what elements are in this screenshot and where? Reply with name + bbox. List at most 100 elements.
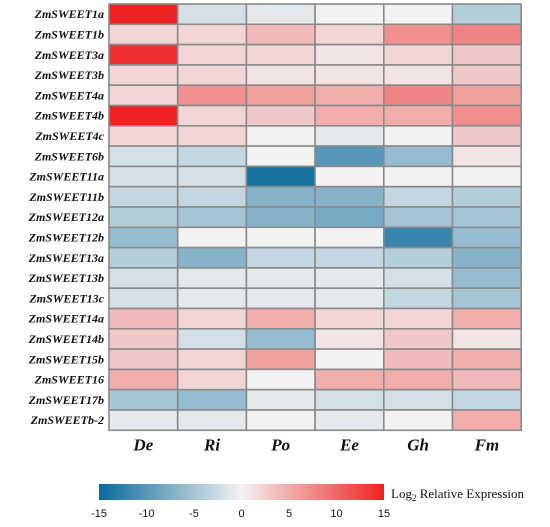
- row-label: ZmSWEET13c: [28, 291, 104, 305]
- heatmap-cell: [451, 327, 522, 350]
- heatmap-cell: [176, 267, 248, 289]
- heatmap-cell: [245, 287, 316, 310]
- heatmap-cell: [451, 165, 522, 188]
- heatmap-cell: [314, 267, 385, 289]
- row-label: ZmSWEET4c: [34, 129, 104, 143]
- heatmap-cell: [382, 64, 454, 87]
- column-label: De: [132, 435, 153, 454]
- heatmap-cell: [245, 84, 316, 107]
- heatmap-cell: [382, 409, 454, 432]
- heatmap-cell: [382, 267, 454, 289]
- heatmap-cell: [108, 145, 179, 168]
- row-label: ZmSWEET3a: [34, 48, 104, 62]
- heatmap-cell: [245, 3, 316, 26]
- column-labels: De Ri Po Ee Gh Fm: [132, 435, 499, 454]
- heatmap-cell: [382, 226, 454, 249]
- heatmap-cell: [314, 43, 385, 66]
- row-labels: ZmSWEET1a ZmSWEET1b ZmSWEET3a ZmSWEET3b ZmSW…: [28, 7, 105, 427]
- heatmap-cell: [382, 125, 454, 147]
- heatmap-cell: [108, 388, 179, 411]
- row-label: ZmSWEET3b: [34, 68, 104, 82]
- heatmap-cell: [108, 165, 179, 188]
- column-label: Ee: [339, 435, 359, 454]
- heatmap-cell: [176, 185, 248, 208]
- colorbar-tick-label: -15: [91, 508, 107, 520]
- heatmap-cell: [176, 125, 248, 147]
- heatmap-cell: [451, 287, 522, 310]
- heatmap-cell: [451, 145, 522, 168]
- colorbar-title-rest: Relative Expression: [416, 486, 524, 501]
- heatmap-cell: [382, 23, 454, 46]
- row-label: ZmSWEET14a: [28, 312, 104, 326]
- colorbar-gradient: [99, 484, 384, 500]
- heatmap-cell: [451, 84, 522, 107]
- heatmap-cell: [451, 246, 522, 269]
- heatmap-cell: [451, 3, 522, 26]
- heatmap-cell: [108, 267, 179, 289]
- column-label: Fm: [474, 435, 500, 454]
- column-label: Po: [270, 435, 290, 454]
- colorbar-legend: -15 -10 -5 0 5 10 15 Log2 Relative Expression: [91, 484, 525, 520]
- row-label: ZmSWEET13a: [28, 251, 104, 265]
- heatmap-cell: [314, 287, 385, 310]
- heatmap-cell: [108, 348, 179, 371]
- heatmap-cell: [451, 267, 522, 289]
- heatmap-cell: [314, 84, 385, 107]
- heatmap-cell: [176, 409, 248, 432]
- heatmap-cell: [245, 307, 316, 330]
- heatmap-cell: [245, 125, 316, 147]
- colorbar-tick-label: 5: [286, 508, 292, 520]
- heatmap-cell: [176, 327, 248, 350]
- row-label: ZmSWEET17b: [28, 393, 104, 407]
- heatmap-cell: [382, 3, 454, 26]
- heatmap-cell: [382, 246, 454, 269]
- heatmap-cell: [176, 84, 248, 107]
- heatmap-cell: [245, 368, 316, 391]
- row-label: ZmSWEET11b: [28, 190, 104, 204]
- heatmap-cell: [108, 307, 179, 330]
- heatmap-cell: [108, 3, 179, 26]
- heatmap-cell: [245, 246, 316, 269]
- heatmap-cell: [314, 307, 385, 330]
- heatmap-cell: [382, 145, 454, 168]
- column-label: Ri: [203, 435, 220, 454]
- row-label: ZmSWEET14b: [28, 332, 104, 346]
- heatmap-cell: [245, 165, 316, 188]
- colorbar-ticks: -15 -10 -5 0 5 10 15: [91, 508, 390, 520]
- row-label: ZmSWEET11a: [28, 170, 104, 184]
- heatmap-cell: [245, 23, 316, 46]
- heatmap-cell: [108, 125, 179, 147]
- row-label: ZmSWEET16: [34, 373, 104, 387]
- heatmap-cell: [451, 368, 522, 391]
- heatmap-cell: [451, 226, 522, 249]
- colorbar-tick-label: -10: [139, 508, 155, 520]
- heatmap-cell: [176, 104, 248, 127]
- heatmap-cell: [451, 104, 522, 127]
- heatmap-cell: [451, 307, 522, 330]
- heatmap-cell: [245, 348, 316, 371]
- heatmap-cell: [314, 226, 385, 249]
- heatmap-cell: [451, 388, 522, 411]
- heatmap-cell: [176, 368, 248, 391]
- heatmap-cell: [176, 23, 248, 46]
- heatmap-cell: [451, 43, 522, 66]
- row-label: ZmSWEET4b: [34, 109, 104, 123]
- heatmap-cell: [314, 327, 385, 350]
- heatmap-cell: [108, 64, 179, 87]
- heatmap-cell: [176, 287, 248, 310]
- heatmap-cell: [108, 327, 179, 350]
- heatmap-cell: [314, 246, 385, 269]
- heatmap-cell: [451, 23, 522, 46]
- heatmap-cell: [451, 206, 522, 229]
- heatmap-cell: [108, 287, 179, 310]
- colorbar-tick-label: -5: [189, 508, 199, 520]
- heatmap-cell: [108, 368, 179, 391]
- row-label: ZmSWEET13b: [28, 271, 104, 285]
- heatmap-cell: [245, 267, 316, 289]
- colorbar-tick-label: 10: [330, 508, 342, 520]
- heatmap-cell: [382, 185, 454, 208]
- heatmap-cell: [108, 246, 179, 269]
- heatmap-cell: [382, 104, 454, 127]
- heatmap-cell: [451, 409, 522, 432]
